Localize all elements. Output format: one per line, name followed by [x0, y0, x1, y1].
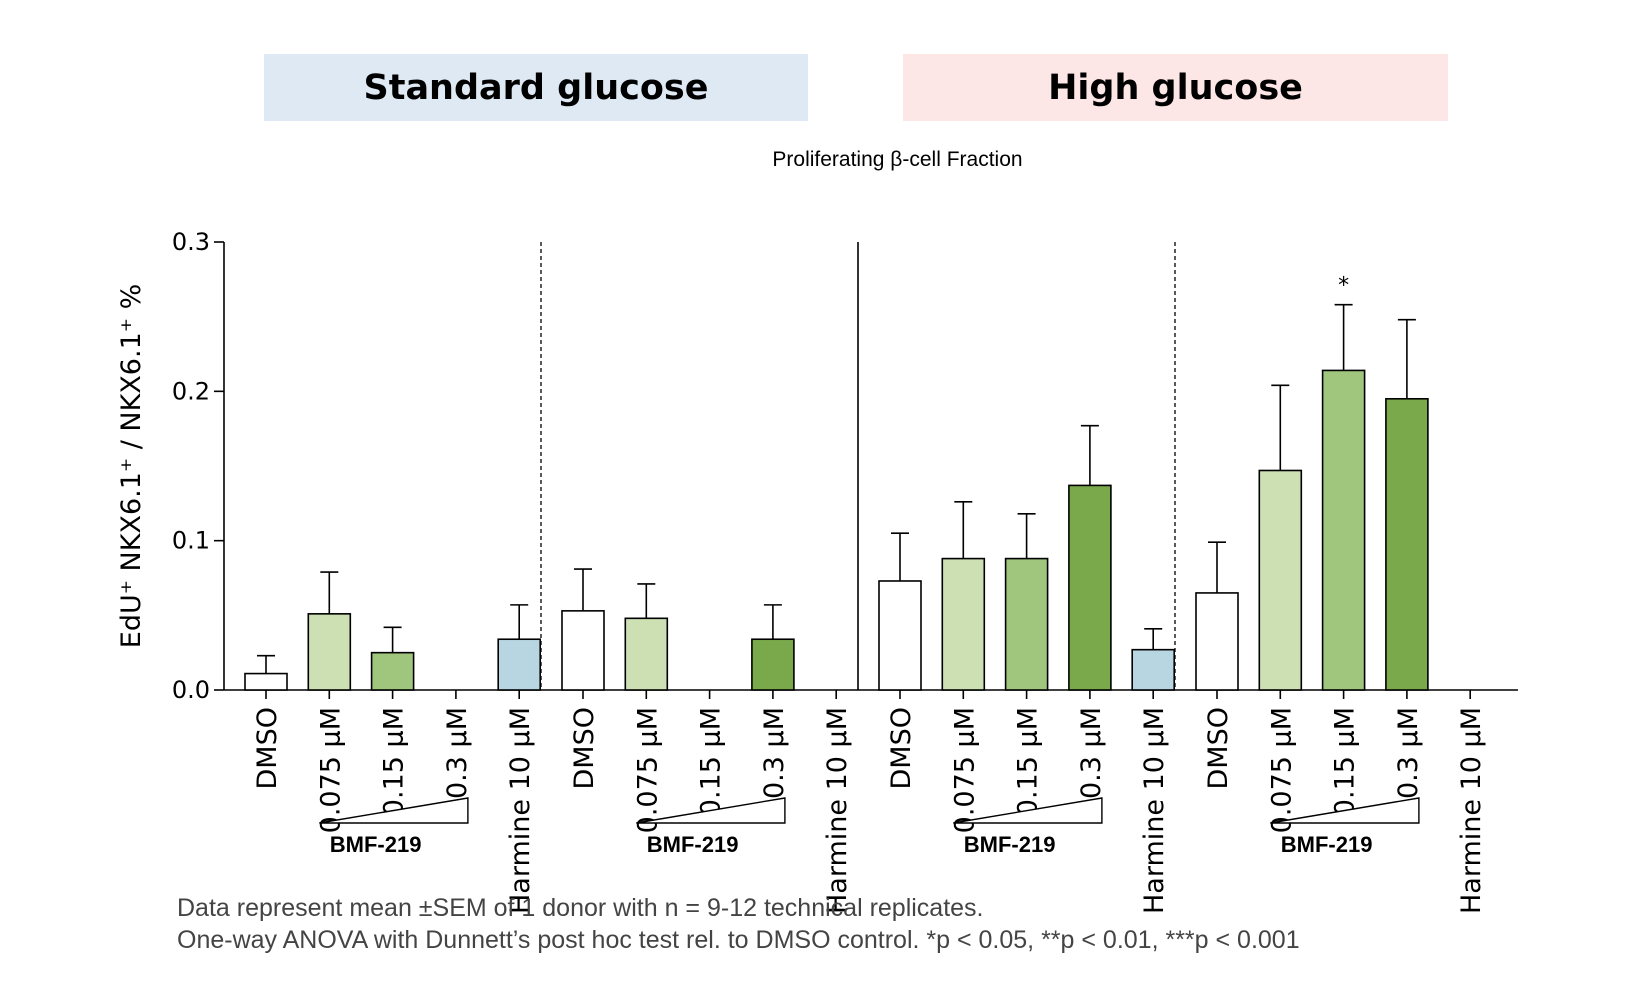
category-label: 0.15 µM [1013, 707, 1044, 816]
category-label: DMSO [252, 707, 283, 789]
category-label: 0.3 µM [442, 707, 473, 799]
category-label: DMSO [886, 707, 917, 789]
bar [244, 672, 288, 691]
chart-title: Proliferating β-cell Fraction [772, 148, 1023, 171]
dose-ramp-wedge [953, 797, 1103, 824]
dose-ramp-wedge [319, 797, 469, 824]
bar [307, 613, 352, 691]
bar [1258, 469, 1303, 691]
category-label: Harmine 10 µM [822, 707, 853, 914]
high-glucose-banner: High glucose [903, 54, 1448, 121]
category-label: 0.075 µM [315, 707, 346, 833]
category-label: 0.075 µM [1266, 707, 1297, 833]
bar [1385, 397, 1429, 691]
category-label: Harmine 10 µM [1139, 707, 1170, 914]
bar [878, 580, 922, 691]
dose-ramp-wedge [636, 797, 786, 824]
y-tick-label: 0.0 [172, 676, 210, 704]
significance-marker: * [1338, 274, 1349, 299]
footnote-line-2: One-way ANOVA with Dunnett’s post hoc te… [177, 926, 1300, 954]
y-tick-label: 0.2 [172, 377, 210, 405]
category-label: DMSO [1203, 707, 1234, 789]
bar [941, 557, 986, 691]
category-label: 0.075 µM [949, 707, 980, 833]
bar [1195, 592, 1239, 691]
footnote-line-1: Data represent mean ±SEM of 1 donor with… [177, 894, 984, 922]
bar [1321, 369, 1366, 691]
bar [497, 638, 542, 691]
standard-glucose-banner: Standard glucose [264, 54, 808, 121]
bar [561, 610, 605, 691]
bmf-219-group-label: BMF-219 [1281, 832, 1373, 857]
y-tick-label: 0.1 [172, 527, 210, 555]
bar [1131, 648, 1175, 691]
bmf-219-group-label: BMF-219 [647, 832, 739, 857]
category-label: DMSO [569, 707, 600, 789]
category-label: 0.075 µM [632, 707, 663, 833]
category-label: 0.3 µM [1393, 707, 1424, 799]
category-label: 0.3 µM [1076, 707, 1107, 799]
bar [370, 651, 415, 691]
bmf-219-group-label: BMF-219 [964, 832, 1056, 857]
category-label: 0.15 µM [379, 707, 410, 816]
bar [624, 617, 669, 691]
y-axis-label: EdU⁺ NKX6.1⁺ / NKX6.1⁺ % [116, 284, 147, 648]
bar [1004, 557, 1049, 691]
bar [1068, 484, 1112, 691]
category-label: Harmine 10 µM [505, 707, 536, 914]
dose-ramp-wedge [1270, 797, 1420, 824]
category-label: 0.15 µM [1330, 707, 1361, 816]
y-tick-label: 0.3 [172, 228, 210, 256]
category-label: Harmine 10 µM [1456, 707, 1487, 914]
category-label: 0.3 µM [759, 707, 790, 799]
category-label: 0.15 µM [696, 707, 727, 816]
bar [751, 638, 795, 691]
bmf-219-group-label: BMF-219 [330, 832, 422, 857]
